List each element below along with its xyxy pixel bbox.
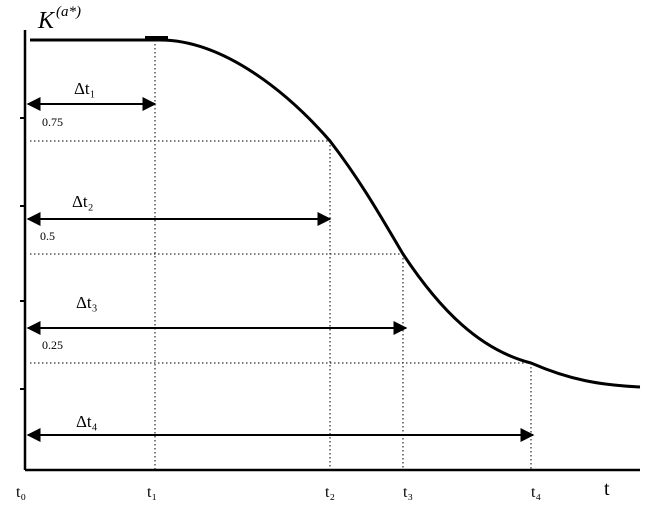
decay-curve bbox=[30, 38, 641, 389]
interval-label-1: Δt₁ bbox=[74, 79, 96, 98]
interval-label-4: Δt₄ bbox=[76, 412, 98, 431]
time-label-t3: t₃ bbox=[403, 484, 413, 501]
time-label-t0: t₀ bbox=[16, 484, 26, 501]
level-label-025: 0.25 bbox=[42, 338, 63, 352]
x-axis-label: t bbox=[604, 478, 610, 500]
level-label-075: 0.75 bbox=[42, 115, 63, 129]
y-axis-label: K bbox=[37, 8, 56, 34]
time-label-t4: t₄ bbox=[531, 484, 541, 501]
interval-label-3: Δt₃ bbox=[76, 293, 98, 312]
y-axis-superscript: (a*) bbox=[56, 4, 81, 20]
level-label-05: 0.5 bbox=[40, 229, 55, 243]
time-label-t1: t₁ bbox=[147, 484, 157, 501]
interval-label-2: Δt₂ bbox=[72, 192, 94, 211]
time-label-t2: t₂ bbox=[325, 484, 335, 501]
